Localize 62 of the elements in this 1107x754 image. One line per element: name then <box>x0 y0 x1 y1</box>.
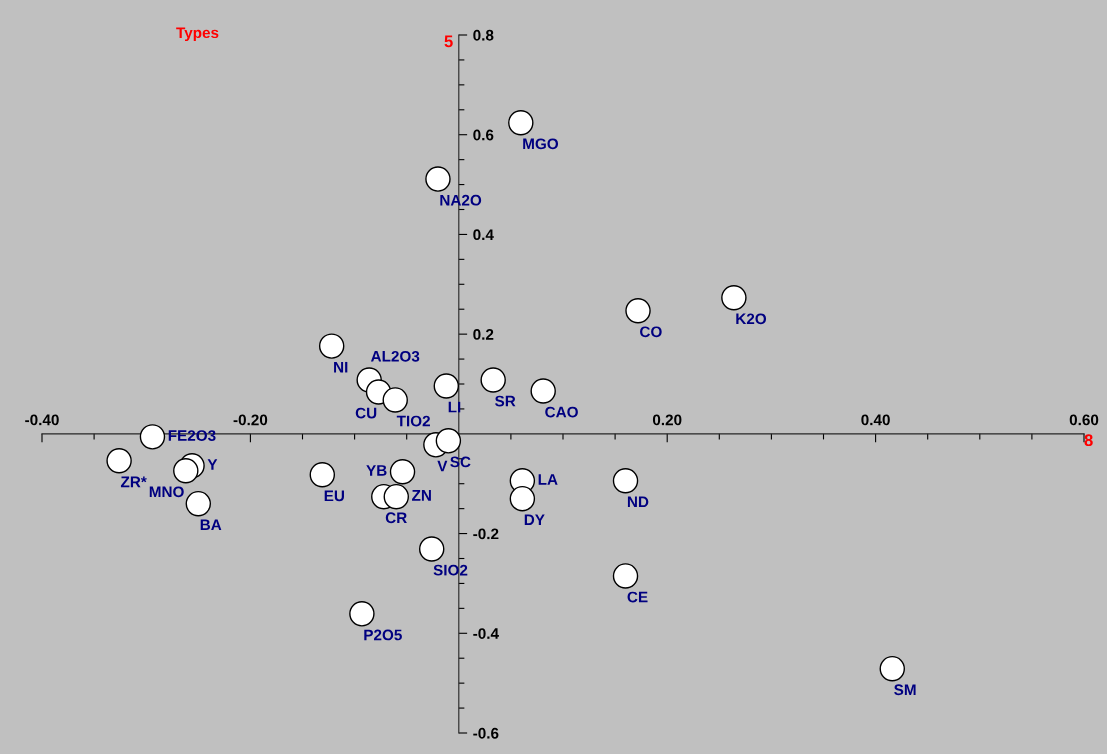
annotation: MNO <box>149 486 184 498</box>
point <box>382 387 408 413</box>
annotation: ZR* <box>120 476 147 488</box>
annotation: SM <box>894 684 916 696</box>
annotation: CO <box>640 326 662 338</box>
point <box>383 483 410 510</box>
y-axis-title: 5 <box>444 35 453 48</box>
point <box>435 428 462 454</box>
annotation: MGO <box>523 138 559 150</box>
annotation: Y <box>207 459 218 470</box>
y-tick-label: 0.4 <box>473 229 494 241</box>
point <box>139 424 166 450</box>
point <box>418 536 445 562</box>
x-tick-label: 0.60 <box>1069 414 1099 426</box>
x-tick-label: 0.20 <box>652 414 682 426</box>
point <box>721 285 747 311</box>
annotation: CR <box>385 512 407 524</box>
y-tick-label: 0.6 <box>473 129 494 141</box>
point <box>389 459 416 485</box>
point <box>185 490 212 517</box>
y-tick-label: 0.2 <box>473 329 494 340</box>
annotation: V <box>437 460 448 472</box>
point <box>879 655 905 682</box>
y-tick-label: -0.2 <box>473 528 499 540</box>
annotation: CE <box>627 591 648 603</box>
point <box>349 601 375 627</box>
point <box>480 367 506 393</box>
annotation: ND <box>627 496 649 508</box>
point <box>318 333 345 359</box>
annotation: SR <box>495 395 516 407</box>
point <box>530 378 556 404</box>
point <box>106 448 132 474</box>
annotation: TIO2 <box>396 415 430 427</box>
annotation: LA <box>538 474 558 485</box>
point <box>612 563 639 589</box>
annotation: EU <box>324 490 344 502</box>
annotation: K2O <box>736 313 767 325</box>
point <box>612 467 639 494</box>
point <box>425 166 451 192</box>
point <box>509 485 536 512</box>
point <box>508 110 534 136</box>
x-tick-label: -0.20 <box>233 414 268 426</box>
x-tick-label: 0.40 <box>861 414 890 426</box>
y-tick-label: -0.6 <box>473 727 499 739</box>
annotation: CAO <box>545 406 578 418</box>
point <box>173 458 199 484</box>
annotation: ZN <box>412 490 431 501</box>
point <box>309 462 336 488</box>
point <box>433 373 460 399</box>
point <box>625 297 651 324</box>
x-axis-title: 8 <box>1084 434 1093 447</box>
annotation: CU <box>355 407 377 419</box>
annotation: BA <box>200 519 222 531</box>
y-tick-label: 0.8 <box>473 29 494 41</box>
y-tick-label: -0.4 <box>473 628 499 639</box>
annotation: P2O5 <box>364 629 402 641</box>
annotation: NI <box>334 361 348 373</box>
annotation: YB <box>366 465 387 476</box>
annotation: AL2O3 <box>370 350 420 362</box>
annotation: DY <box>524 514 545 526</box>
chart-title: Types <box>176 27 219 42</box>
x-tick-label: -0.40 <box>25 414 59 426</box>
